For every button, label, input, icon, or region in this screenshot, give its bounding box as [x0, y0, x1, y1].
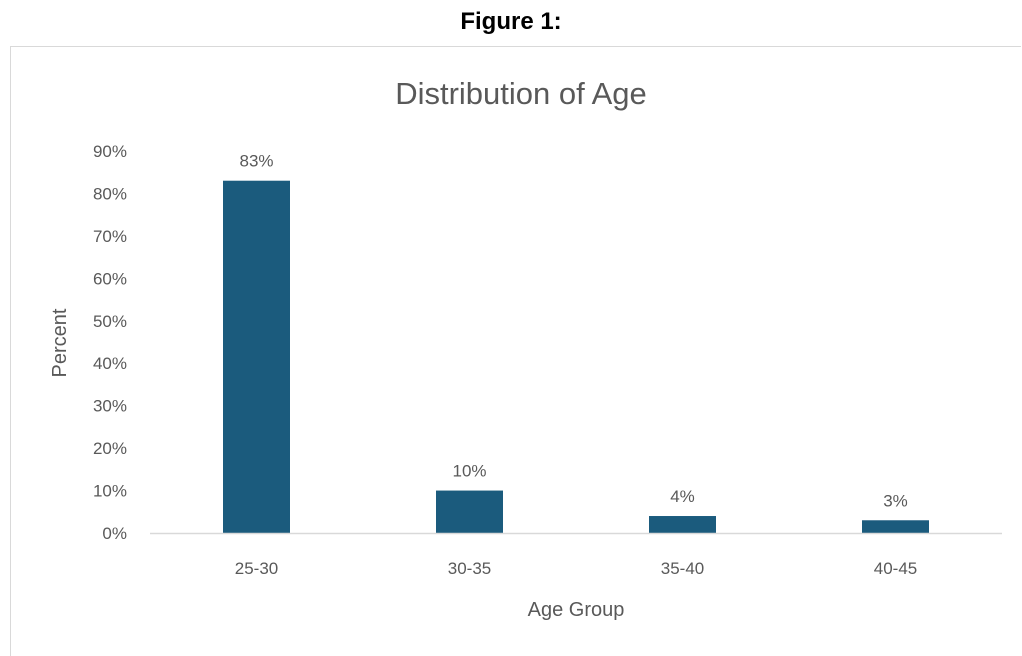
y-tick-label: 80%: [93, 184, 127, 203]
y-tick-label: 0%: [102, 524, 127, 543]
y-tick-label: 40%: [93, 354, 127, 373]
x-tick-label: 40-45: [874, 559, 917, 578]
data-labels: 83% 10% 4% 3%: [239, 152, 907, 511]
y-tick-label: 60%: [93, 269, 127, 288]
y-axis-label: Percent: [49, 308, 71, 377]
bar-30-35: [436, 490, 503, 533]
chart-frame: [10, 46, 1021, 656]
data-label: 3%: [883, 491, 908, 510]
x-tick-label: 30-35: [448, 559, 491, 578]
x-tick-label: 25-30: [235, 559, 278, 578]
y-tick-label: 50%: [93, 312, 127, 331]
y-tick-labels: 0% 10% 20% 30% 40% 50% 60% 70% 80% 90%: [93, 142, 127, 543]
x-tick-label: 35-40: [661, 559, 704, 578]
y-tick-label: 30%: [93, 397, 127, 416]
bar-25-30: [223, 180, 290, 533]
data-label: 4%: [670, 487, 695, 506]
data-label: 10%: [452, 462, 486, 481]
y-tick-label: 20%: [93, 439, 127, 458]
bar-40-45: [862, 520, 929, 533]
y-tick-label: 10%: [93, 482, 127, 501]
data-label: 83%: [239, 152, 273, 171]
y-tick-label: 70%: [93, 227, 127, 246]
figure-caption: Figure 1:: [460, 8, 562, 35]
x-axis-label: Age Group: [528, 599, 625, 621]
chart-title: Distribution of Age: [395, 76, 647, 111]
x-tick-labels: 25-30 30-35 35-40 40-45: [235, 559, 917, 578]
y-tick-label: 90%: [93, 142, 127, 161]
bar-35-40: [649, 516, 716, 533]
bars: [223, 180, 929, 533]
